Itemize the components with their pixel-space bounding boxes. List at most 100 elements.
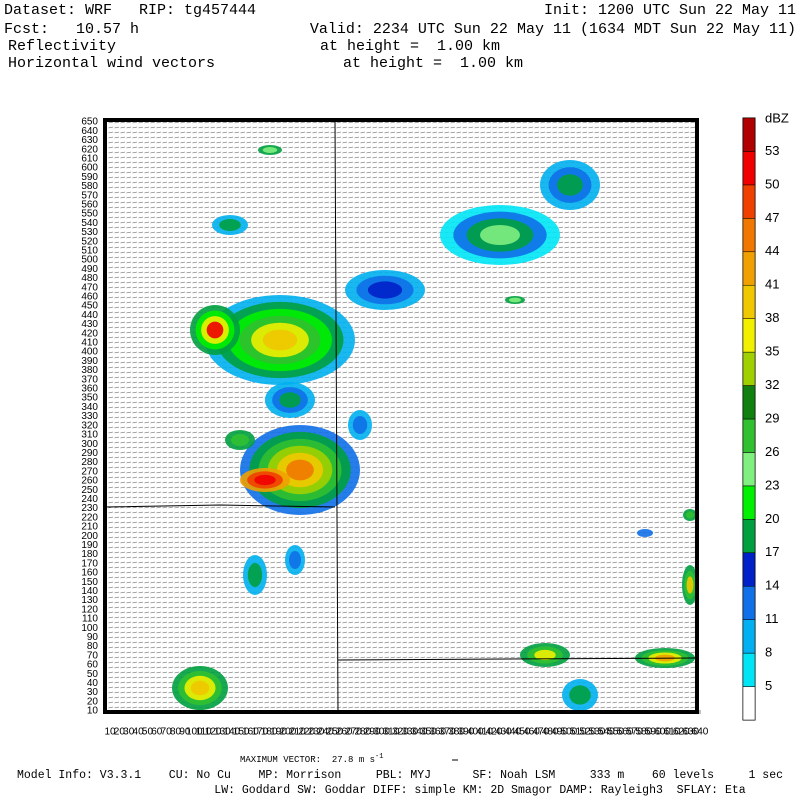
colorbar-label: 17	[765, 544, 779, 559]
x-tick-label: 20	[114, 727, 126, 738]
colorbar-box	[742, 552, 756, 587]
y-tick-label: 570	[81, 190, 98, 201]
colorbar-box	[742, 519, 756, 554]
reflectivity-area	[367, 281, 403, 299]
x-tick-label: 80	[170, 727, 182, 738]
x-tick-label: 560	[617, 727, 634, 738]
y-tick-label: 590	[81, 172, 98, 183]
y-tick-label: 290	[81, 448, 98, 459]
colorbar-label: 26	[765, 444, 779, 459]
reflectivity-area	[262, 147, 278, 153]
x-tick-label: 180	[261, 727, 278, 738]
x-tick-label: 500	[561, 727, 578, 738]
x-tick-label: 530	[589, 727, 606, 738]
y-tick-label: 540	[81, 218, 98, 229]
colorbar-label: 11	[765, 611, 779, 626]
y-tick-label: 10	[87, 706, 99, 717]
reflectivity-area	[637, 529, 653, 537]
reflectivity-area	[289, 551, 301, 569]
reflectivity-area	[262, 329, 298, 351]
y-tick-label: 370	[81, 374, 98, 385]
x-tick-label: 280	[355, 727, 372, 738]
x-tick-label: 30	[123, 727, 135, 738]
y-tick-label: 390	[81, 356, 98, 367]
x-tick-label: 60	[151, 727, 163, 738]
y-tick-label: 630	[81, 135, 98, 146]
y-tick-label: 560	[81, 199, 98, 210]
x-tick-label: 210	[289, 727, 306, 738]
reflectivity-area	[219, 219, 241, 231]
y-tick-label: 270	[81, 466, 98, 477]
reflectivity-area	[190, 680, 210, 696]
plot-frame	[103, 118, 699, 714]
x-tick-label: 600	[654, 727, 671, 738]
colorbar-box	[742, 218, 756, 253]
y-tick-label: 550	[81, 209, 98, 220]
x-tick-label: 410	[476, 727, 493, 738]
init-time: Init: 1200 UTC Sun 22 May 11	[544, 2, 796, 19]
x-tick-label: 40	[133, 727, 145, 738]
x-tick-label: 320	[392, 727, 409, 738]
colorbar-unit: dBZ	[765, 110, 789, 125]
wind-vectors	[105, 120, 697, 712]
y-tick-label: 100	[81, 623, 98, 634]
reflectivity-area	[206, 321, 224, 339]
valid-time: Valid: 2234 UTC Sun 22 May 11 (1634 MDT …	[310, 21, 796, 38]
x-tick-label: 550	[607, 727, 624, 738]
border	[334, 119, 339, 713]
colorbar-box	[742, 117, 756, 152]
colorbar-label: 50	[765, 176, 779, 191]
x-tick-label: 620	[673, 727, 690, 738]
x-tick-label: 420	[486, 727, 503, 738]
y-tick-label: 500	[81, 255, 98, 266]
y-tick-label: 450	[81, 301, 98, 312]
colorbar-label: 5	[765, 678, 772, 693]
y-tick-label: 190	[81, 540, 98, 551]
x-tick-label: 610	[664, 727, 681, 738]
plot-area	[105, 120, 698, 712]
x-tick-label: 430	[495, 727, 512, 738]
y-tick-label: 60	[87, 660, 99, 671]
colorbar-label: 20	[765, 511, 779, 526]
y-tick-label: 330	[81, 411, 98, 422]
reflectivity-area	[247, 563, 263, 587]
x-tick-label: 150	[233, 727, 250, 738]
max-vector: MAXIMUM VECTOR: 27.8 m s-1	[240, 753, 383, 766]
y-tick-label: 460	[81, 292, 98, 303]
x-tick-label: 510	[570, 727, 587, 738]
y-tick-label: 150	[81, 577, 98, 588]
x-tick-label: 190	[270, 727, 287, 738]
x-tick-label: 140	[223, 727, 240, 738]
y-tick-label: 280	[81, 457, 98, 468]
colorbar-label: 38	[765, 310, 779, 325]
field-2-height: at height = 1.00 km	[343, 55, 523, 72]
y-tick-label: 180	[81, 549, 98, 560]
y-tick-label: 380	[81, 365, 98, 376]
y-tick-label: 200	[81, 531, 98, 542]
x-tick-label: 130	[214, 727, 231, 738]
y-tick-label: 70	[87, 650, 99, 661]
y-tick-label: 480	[81, 273, 98, 284]
reflectivity-area	[509, 297, 521, 303]
x-tick-label: 170	[251, 727, 268, 738]
y-tick-label: 170	[81, 558, 98, 569]
y-tick-label: 260	[81, 476, 98, 487]
y-tick-label: 310	[81, 430, 98, 441]
max-vector-exp: -1	[375, 753, 383, 761]
y-tick-label: 530	[81, 227, 98, 238]
model-info: Model Info: V3.3.1 CU: No Cu MP: Morriso…	[17, 769, 783, 782]
x-tick-label: 50	[142, 727, 154, 738]
y-tick-label: 110	[82, 614, 98, 625]
x-tick-label: 10	[104, 727, 116, 738]
x-tick-label: 110	[196, 727, 212, 738]
reflectivity-area	[286, 459, 314, 481]
colorbar-label: 53	[765, 143, 779, 158]
colorbar-box	[742, 318, 756, 353]
y-tick-label: 250	[81, 485, 98, 496]
x-tick-label: 230	[308, 727, 325, 738]
forecast-hour: Fcst: 10.57 h	[4, 21, 139, 38]
y-tick-label: 120	[81, 604, 98, 615]
y-tick-label: 240	[81, 494, 98, 505]
colorbar-box	[742, 686, 756, 721]
